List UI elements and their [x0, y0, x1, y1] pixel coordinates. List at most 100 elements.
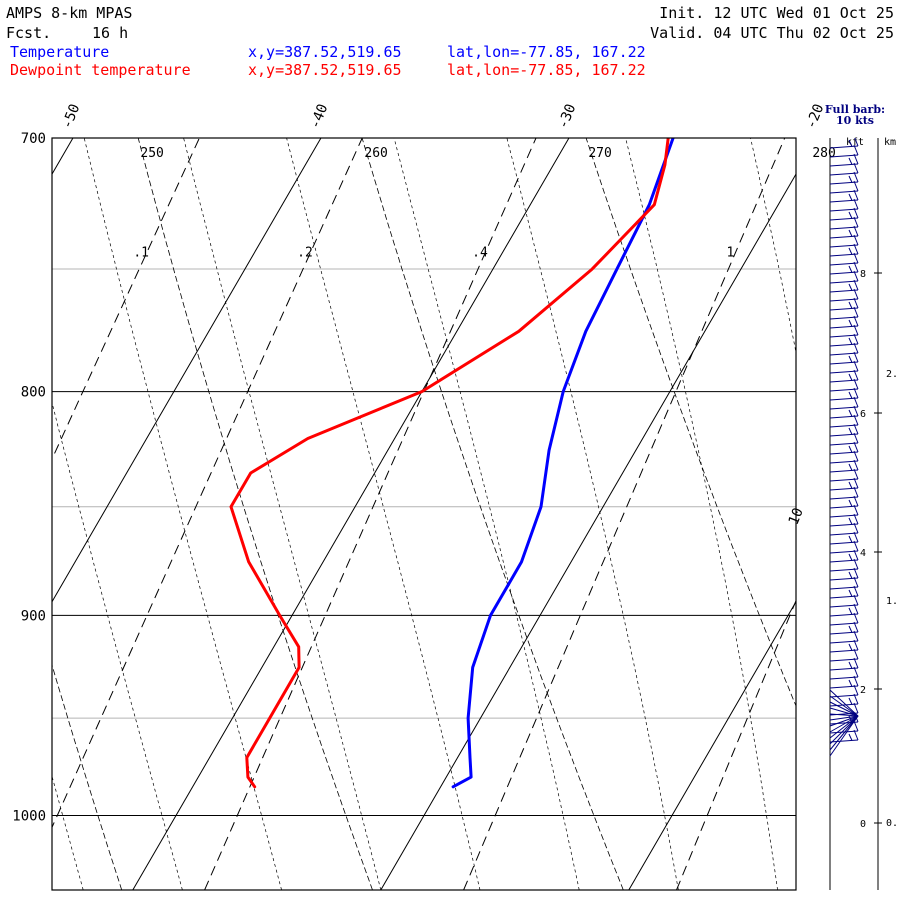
isotherm-label: 10 [786, 506, 807, 528]
legend-temperature-latlon: lat,lon=-77.85, 167.22 [447, 43, 646, 61]
wind-barb-low [829, 689, 859, 717]
wind-barb [829, 432, 859, 446]
height-km-label: 4 [860, 548, 866, 559]
wind-barb-panel: Full barb: 10 kts kft km 8 6 4 2 0 2. 1. 0. [825, 103, 898, 890]
wind-barb [829, 405, 859, 419]
wind-barb [829, 441, 859, 455]
wind-barb [829, 171, 859, 185]
legend-dewpoint-latlon: lat,lon=-77.85, 167.22 [447, 61, 646, 79]
wind-barb [829, 261, 859, 275]
moist-adiabat [52, 401, 183, 890]
wind-barb [829, 567, 859, 581]
dry-adiabat-label: 250 [140, 146, 163, 161]
wind-barb [829, 693, 859, 707]
temperature-profile-line [451, 138, 675, 789]
wind-barb [829, 396, 859, 410]
dry-adiabat [361, 138, 624, 890]
wind-barb [829, 459, 859, 473]
wind-barb-low [829, 715, 859, 757]
wind-barb [829, 621, 859, 635]
dry-adiabat [810, 138, 900, 890]
wind-barb [829, 486, 859, 500]
wind-barb [829, 495, 859, 509]
moist-adiabat [286, 138, 481, 890]
moist-adiabat [52, 775, 84, 890]
wind-barb-low [829, 701, 859, 717]
isotherm [52, 138, 322, 603]
isotherm [132, 138, 570, 890]
wind-barb [829, 189, 859, 203]
dry-adiabat-label: 270 [588, 146, 611, 161]
wind-barb [829, 684, 859, 698]
wind-barb [829, 729, 859, 743]
height-kft-label: 0. [886, 818, 898, 829]
isotherm [628, 600, 796, 890]
dry-adiabat [585, 138, 796, 707]
legend-dewpoint-xy: x,y=387.52,519.65 [248, 61, 402, 79]
wind-barb-low [829, 715, 859, 727]
legend-dewpoint-name: Dewpoint temperature [10, 61, 191, 79]
wind-barb [829, 198, 859, 212]
wind-barb-low [829, 695, 859, 717]
wind-barb [829, 279, 859, 293]
wind-barb [829, 144, 859, 158]
isotherm-label: -50 [59, 102, 83, 131]
wind-barb [829, 522, 859, 536]
height-kft-label: 2. [886, 369, 898, 380]
wind-barb-low [829, 715, 859, 751]
wind-barb [829, 450, 859, 464]
wind-barb [829, 594, 859, 608]
wind-barb [829, 138, 859, 149]
wind-barb [829, 603, 859, 617]
wind-barb [829, 270, 859, 284]
wind-barb [829, 297, 859, 311]
wind-barb [829, 216, 859, 230]
wind-barb-low [829, 707, 859, 717]
wind-barb [829, 504, 859, 518]
isotherm-label: -30 [555, 102, 579, 131]
mixing-ratio-label: .1 [133, 245, 149, 260]
wind-barb-low [829, 713, 859, 717]
wind-barb [829, 639, 859, 653]
wind-barb [829, 414, 859, 428]
wind-barb [829, 612, 859, 626]
wind-barb [829, 630, 859, 644]
height-km-label: 2 [860, 685, 866, 696]
wind-barb [829, 513, 859, 527]
mixing-ratio-label: 1 [727, 245, 735, 260]
dry-adiabat [52, 663, 123, 890]
barb-legend-line2: 10 kts [836, 114, 874, 127]
kft-axis-label: kft [846, 137, 864, 148]
mixing-ratio-line [52, 138, 363, 829]
wind-barb [829, 666, 859, 680]
forecast-hour: 16 h [92, 24, 128, 42]
wind-barb [829, 315, 859, 329]
wind-barb [829, 351, 859, 365]
plot-frame [51, 137, 797, 891]
pressure-tick-label: 800 [21, 385, 46, 401]
mixing-ratio-line [676, 599, 796, 890]
wind-barb [829, 549, 859, 563]
init-time: Init. 12 UTC Wed 01 Oct 25 [659, 4, 894, 22]
wind-barb [829, 333, 859, 347]
wind-barb [829, 288, 859, 302]
dewpoint-profile-line [229, 138, 670, 789]
isotherm-label: -40 [307, 102, 331, 131]
wind-barb [829, 585, 859, 599]
wind-barb [829, 360, 859, 374]
wind-barb [829, 369, 859, 383]
wind-barb [829, 252, 859, 266]
isotherm-label: -20 [803, 102, 827, 131]
moist-adiabat [183, 138, 382, 890]
wind-barb [829, 387, 859, 401]
height-km-label: 8 [860, 269, 866, 280]
wind-barb [829, 576, 859, 590]
km-axis-label: km [884, 137, 896, 148]
wind-barb [829, 243, 859, 257]
dry-adiabat-label: 260 [364, 146, 387, 161]
mixing-ratio-line [0, 138, 47, 890]
wind-barb-low [829, 715, 859, 721]
isotherm [52, 138, 74, 176]
moist-adiabat [393, 138, 580, 890]
